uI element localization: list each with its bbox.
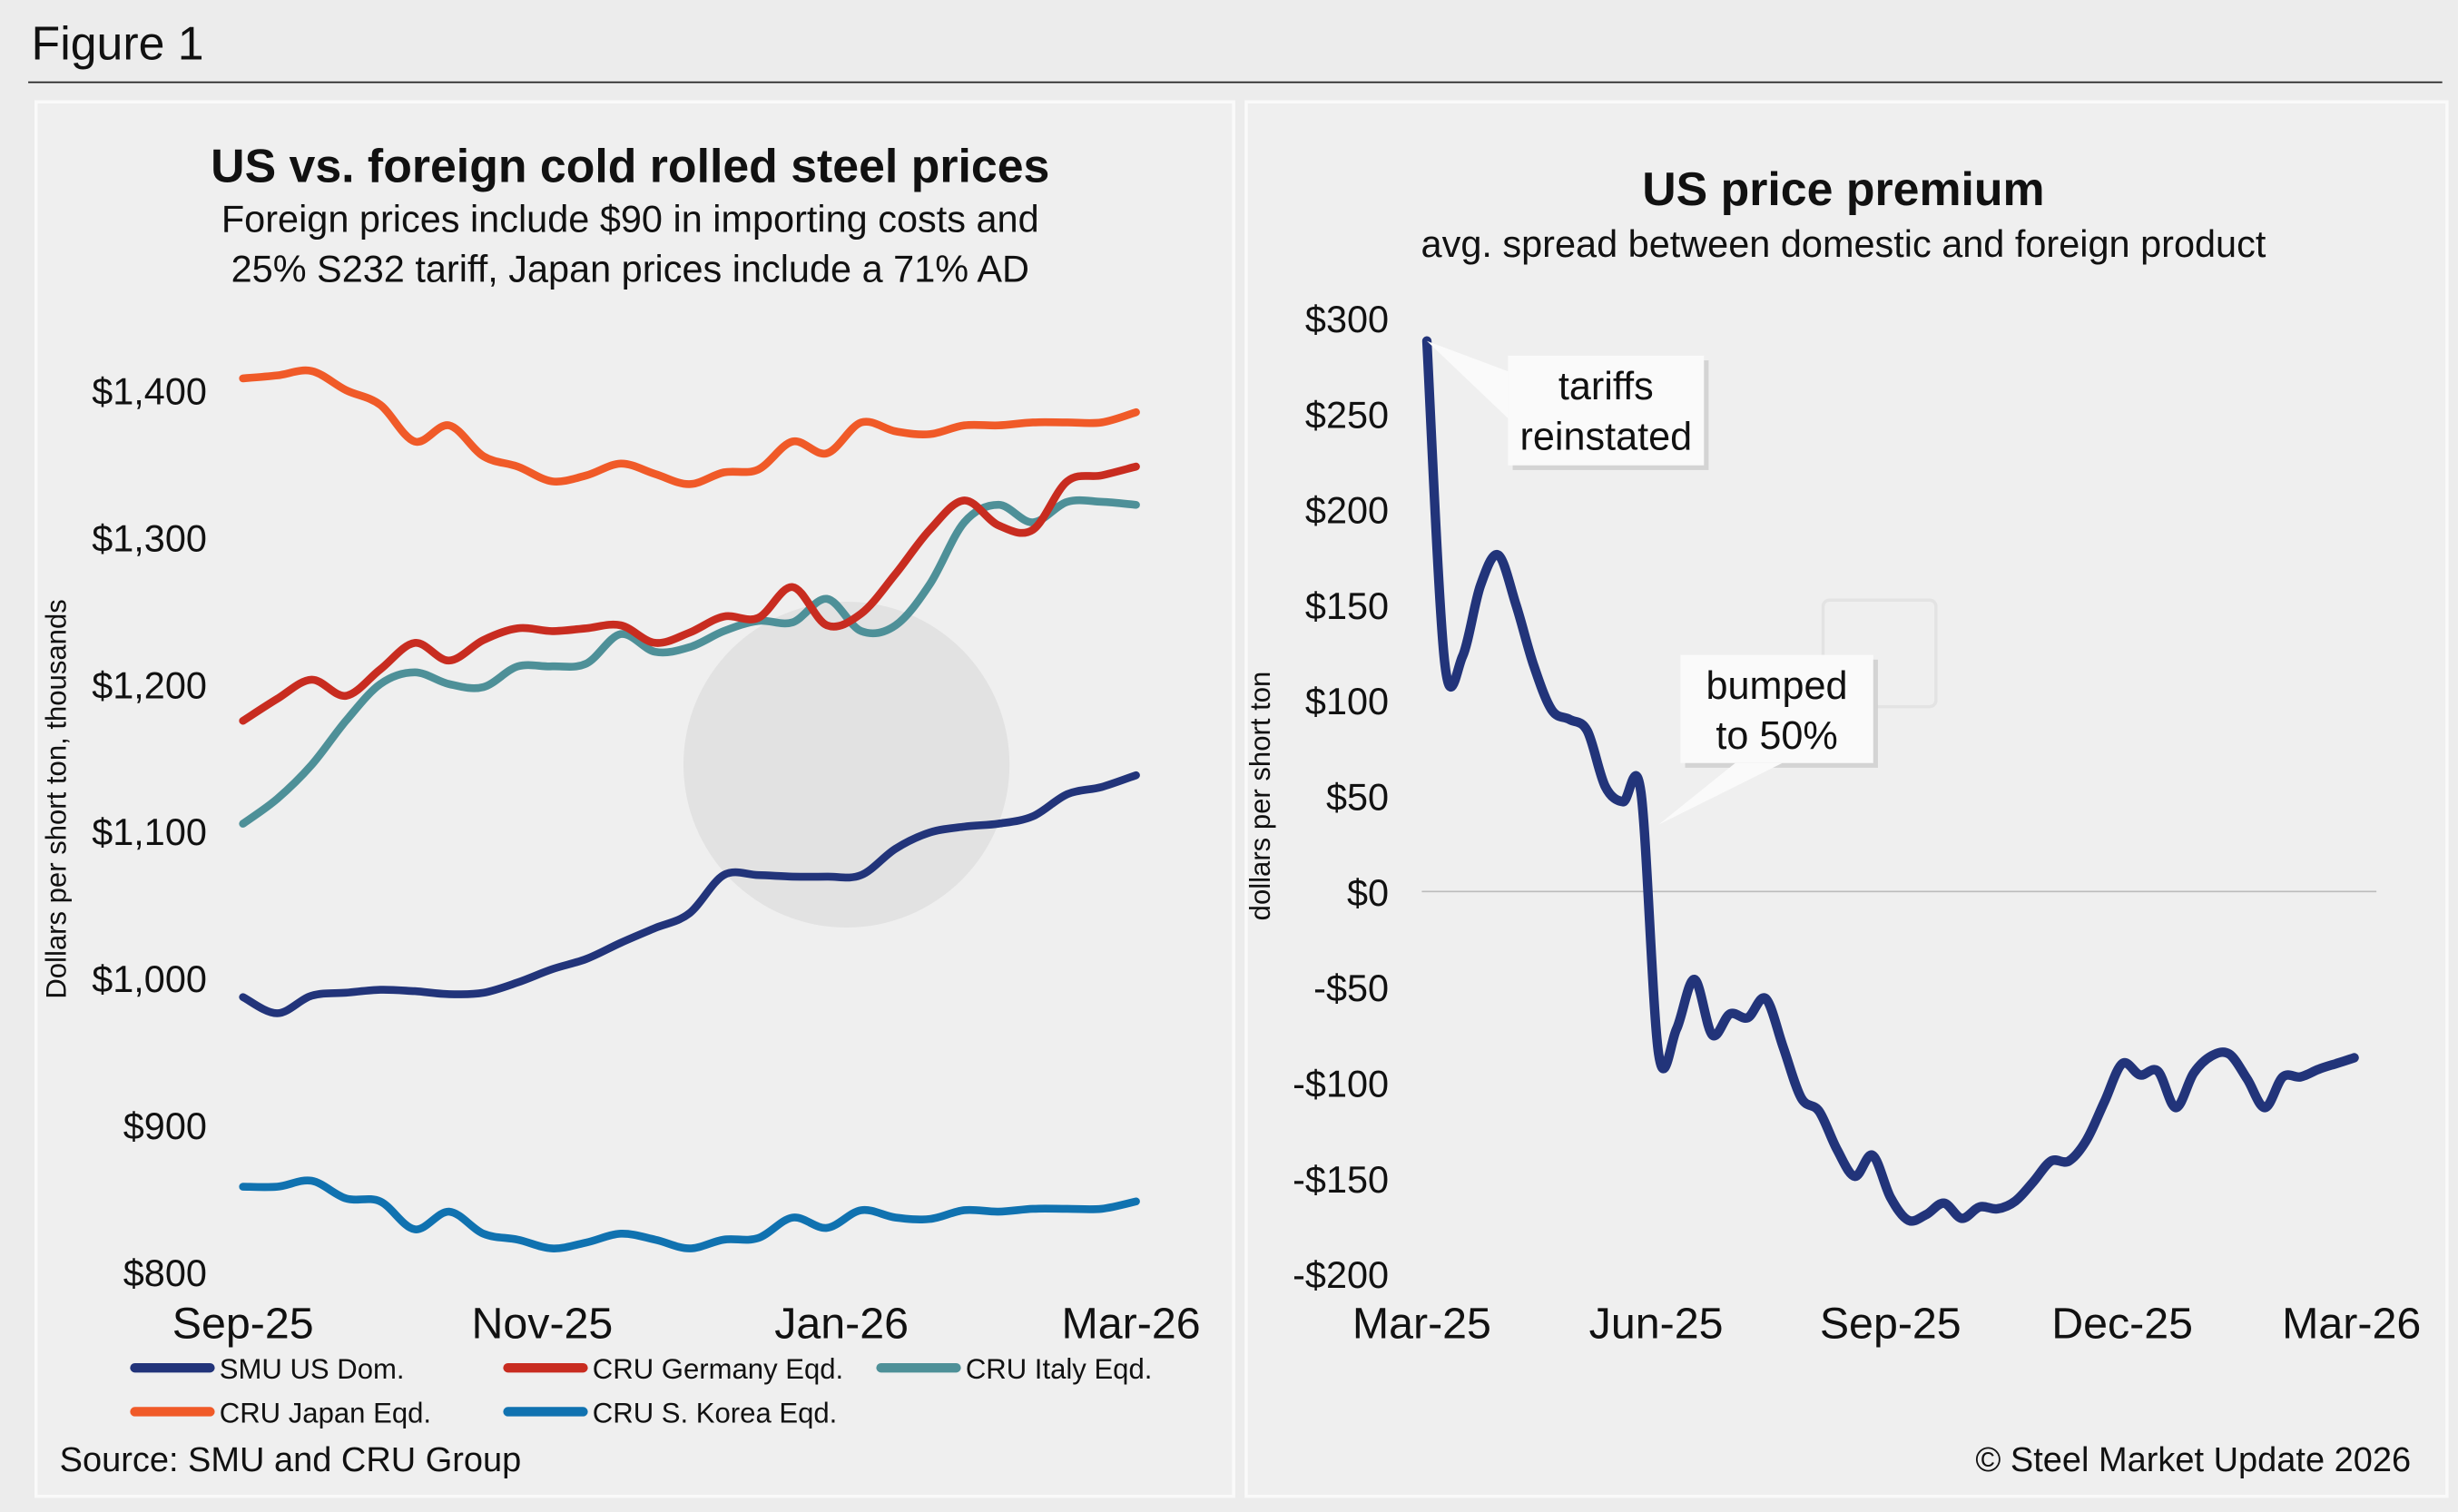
right-y-tick-label: $150 — [1305, 584, 1389, 627]
left-series-line-smu-us-dom — [239, 771, 1140, 1017]
right-y-tick-label: $100 — [1305, 680, 1389, 722]
right-y-axis-label: dollars per short ton — [1244, 672, 1276, 921]
left-y-tick-label: $800 — [123, 1252, 207, 1294]
right-x-tick-label: Jun-25 — [1589, 1299, 1724, 1348]
legend-item: SMU US Dom. — [130, 1353, 405, 1385]
left-panel — [34, 100, 1235, 1498]
left-y-axis-label: Dollars per short ton, thousands — [41, 599, 73, 998]
left-chart-subtitle-2: 25% S232 tariff, Japan prices include a … — [231, 248, 1029, 290]
right-y-tick-label: $250 — [1305, 393, 1389, 436]
callout-text: to 50% — [1716, 714, 1837, 758]
left-y-tick-label: $1,200 — [92, 663, 207, 706]
cru-logo-box — [1821, 598, 1938, 709]
right-chart-subtitle: avg. spread between domestic and foreign… — [1421, 222, 2266, 265]
left-chart-title: US vs. foreign cold rolled steel prices — [211, 139, 1049, 191]
right-y-tick-label: -$150 — [1293, 1158, 1389, 1201]
legend-item: CRU Japan Eqd. — [130, 1398, 431, 1429]
legend-label: CRU Germany Eqd. — [593, 1353, 843, 1385]
callout-pointer — [1658, 762, 1783, 825]
right-chart-title: US price premium — [1642, 162, 2044, 215]
left-chart-subtitle-1: Foreign prices include $90 in importing … — [221, 198, 1039, 241]
right-y-tick-label: $0 — [1347, 871, 1389, 914]
right-y-tick-label: -$100 — [1293, 1062, 1389, 1105]
callout-text: tariffs — [1558, 365, 1654, 408]
callout-pointer — [1427, 340, 1509, 418]
left-y-tick-label: $900 — [123, 1105, 207, 1147]
legend-item: CRU Germany Eqd. — [503, 1353, 843, 1385]
right-x-tick-label: Sep-25 — [1820, 1299, 1961, 1348]
left-y-tick-label: $1,000 — [92, 957, 207, 1000]
left-series-line-cru-s-korea-eqd — [239, 1176, 1140, 1252]
left-series-line-cru-japan-eqd — [239, 366, 1140, 488]
left-series-line-cru-germany-eqd — [239, 462, 1140, 725]
right-x-tick-label: Mar-25 — [1352, 1299, 1491, 1348]
us-price-premium-line — [1421, 336, 2359, 1226]
right-y-tick-label: -$200 — [1293, 1253, 1389, 1296]
legend-item: CRU S. Korea Eqd. — [503, 1398, 838, 1429]
legend-label: CRU Italy Eqd. — [966, 1353, 1153, 1385]
right-panel — [1244, 100, 2449, 1498]
copyright-note: © Steel Market Update 2026 — [1975, 1441, 2411, 1479]
legend-label: SMU US Dom. — [220, 1353, 405, 1385]
left-x-tick-label: Nov-25 — [472, 1299, 614, 1348]
left-y-tick-label: $1,100 — [92, 810, 207, 853]
callout-text: reinstated — [1520, 415, 1693, 458]
legend-item: CRU Italy Eqd. — [876, 1353, 1153, 1385]
left-y-tick-label: $1,400 — [92, 369, 207, 412]
watermark-circle — [683, 601, 1010, 928]
legend-label: CRU S. Korea Eqd. — [593, 1398, 838, 1429]
callout-text: bumped — [1706, 664, 1848, 708]
callout-box — [1680, 654, 1873, 763]
left-y-tick-label: $1,300 — [92, 516, 207, 559]
callout-box — [1508, 355, 1705, 466]
figure-label: Figure 1 — [31, 18, 204, 71]
annotation-callout: tariffs reinstated — [1427, 340, 1709, 470]
annotation-callout: bumped to 50% — [1658, 654, 1878, 825]
right-x-tick-label: Mar-26 — [2282, 1299, 2421, 1348]
right-x-tick-label: Dec-25 — [2051, 1299, 2193, 1348]
watermark — [683, 598, 1938, 928]
right-y-tick-label: $50 — [1326, 776, 1389, 819]
source-note: Source: SMU and CRU Group — [60, 1441, 522, 1479]
left-x-tick-label: Sep-25 — [172, 1299, 314, 1348]
left-x-tick-label: Jan-26 — [774, 1299, 909, 1348]
left-x-tick-label: Mar-26 — [1062, 1299, 1201, 1348]
right-y-tick-label: $200 — [1305, 489, 1389, 532]
right-y-tick-label: -$50 — [1313, 967, 1389, 1009]
legend: SMU US Dom. CRU Germany Eqd. CRU Italy Eqd… — [130, 1353, 1153, 1429]
title-divider — [28, 81, 2443, 83]
left-series-line-cru-italy-eqd — [239, 496, 1140, 828]
right-y-tick-label: $300 — [1305, 298, 1389, 340]
legend-label: CRU Japan Eqd. — [220, 1398, 431, 1429]
